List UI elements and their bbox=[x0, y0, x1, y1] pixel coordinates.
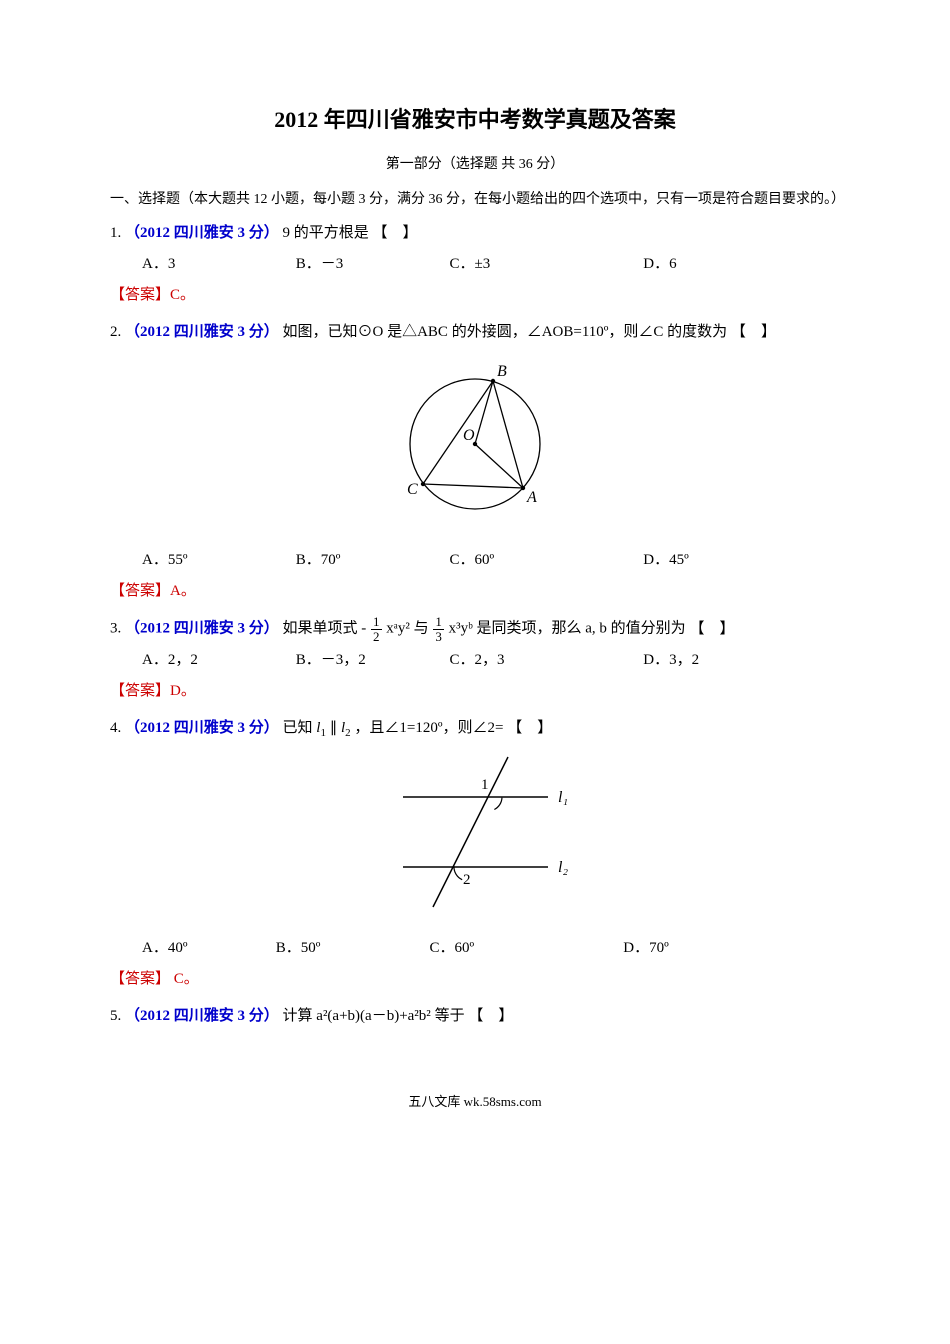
q1-num: 1. bbox=[110, 225, 121, 241]
question-3: 3. （2012 四川雅安 3 分） 如果单项式 - 1 2 xᵃy² 与 1 … bbox=[110, 615, 840, 643]
q1-text: 9 的平方根是 bbox=[283, 225, 369, 241]
q2-num: 2. bbox=[110, 324, 121, 340]
q4-opt-b: B．50º bbox=[276, 935, 426, 962]
q1-options: A．3 B．－3 C．±3 D．6 bbox=[110, 251, 840, 278]
q3-answer: 【答案】D。 bbox=[110, 678, 840, 705]
q4-text-b: ，且∠1=120º，则∠2= bbox=[354, 720, 503, 736]
section-subtitle: 第一部分（选择题 共 36 分） bbox=[110, 152, 840, 177]
q3-options: A．2，2 B．－3，2 C．2，3 D．3，2 bbox=[110, 647, 840, 674]
fraction-half: 1 2 bbox=[371, 615, 382, 643]
svg-text:A: A bbox=[526, 489, 537, 506]
q3-opt-a: A．2，2 bbox=[142, 647, 292, 674]
answer-bracket: 【 】 bbox=[373, 220, 418, 247]
svg-text:1: 1 bbox=[481, 777, 489, 793]
q1-answer: 【答案】C。 bbox=[110, 282, 840, 309]
q1-source: （2012 四川雅安 3 分） bbox=[125, 225, 279, 241]
question-4: 4. （2012 四川雅安 3 分） 已知 l1 ∥ l2 ，且∠1=120º，… bbox=[110, 715, 840, 744]
circle-triangle-diagram: A B C O bbox=[385, 354, 565, 529]
question-2: 2. （2012 四川雅安 3 分） 如图，已知⊙O 是△ABC 的外接圆，∠A… bbox=[110, 319, 840, 346]
parallel-lines-diagram: 1 2 l₁ l₂ bbox=[363, 752, 588, 917]
q2-opt-b: B．70º bbox=[296, 547, 446, 574]
q4-opt-c: C．60º bbox=[430, 935, 620, 962]
answer-bracket: 【 】 bbox=[731, 319, 776, 346]
q3-num: 3. bbox=[110, 621, 121, 637]
q3-opt-c: C．2，3 bbox=[450, 647, 640, 674]
q3-mid2: x³yᵇ 是同类项，那么 a, b 的值分别为 bbox=[449, 621, 686, 637]
q5-text-a: 计算 bbox=[283, 1008, 313, 1024]
fraction-third: 1 3 bbox=[433, 615, 444, 643]
q2-opt-c: C．60º bbox=[450, 547, 640, 574]
q2-answer: 【答案】A。 bbox=[110, 578, 840, 605]
q3-source: （2012 四川雅安 3 分） bbox=[125, 621, 279, 637]
q2-source: （2012 四川雅安 3 分） bbox=[125, 324, 279, 340]
q4-opt-d: D．70º bbox=[623, 935, 773, 962]
q3-opt-d: D．3，2 bbox=[643, 647, 793, 674]
q4-figure: 1 2 l₁ l₂ bbox=[110, 752, 840, 927]
q3-opt-b: B．－3，2 bbox=[296, 647, 446, 674]
q5-expr: a²(a+b)(a－b)+a²b² bbox=[316, 1008, 431, 1024]
answer-bracket: 【 】 bbox=[689, 616, 734, 643]
svg-text:C: C bbox=[407, 481, 418, 498]
page-footer: 五八文库 wk.58sms.com bbox=[110, 1090, 840, 1113]
section-intro: 一、选择题（本大题共 12 小题，每小题 3 分，满分 36 分，在每小题给出的… bbox=[110, 187, 840, 212]
q5-num: 5. bbox=[110, 1008, 121, 1024]
answer-bracket: 【 】 bbox=[468, 1003, 513, 1030]
q5-text-b: 等于 bbox=[435, 1008, 465, 1024]
q2-opt-a: A．55º bbox=[142, 547, 292, 574]
q2-text: 如图，已知⊙O 是△ABC 的外接圆，∠AOB=110º，则∠C 的度数为 bbox=[283, 324, 728, 340]
page-title: 2012 年四川省雅安市中考数学真题及答案 bbox=[110, 100, 840, 140]
svg-text:l₁: l₁ bbox=[558, 789, 568, 806]
q2-options: A．55º B．70º C．60º D．45º bbox=[110, 547, 840, 574]
q4-text-a: 已知 bbox=[283, 720, 313, 736]
q4-options: A．40º B．50º C．60º D．70º bbox=[110, 935, 840, 962]
q2-opt-d: D．45º bbox=[643, 547, 793, 574]
question-1: 1. （2012 四川雅安 3 分） 9 的平方根是 【 】 bbox=[110, 220, 840, 247]
q4-answer: 【答案】 C。 bbox=[110, 966, 840, 993]
q1-opt-a: A．3 bbox=[142, 251, 292, 278]
q1-opt-c: C．±3 bbox=[450, 251, 640, 278]
svg-text:B: B bbox=[497, 363, 507, 380]
q4-parallel: ∥ bbox=[330, 720, 341, 736]
q5-source: （2012 四川雅安 3 分） bbox=[125, 1008, 279, 1024]
q3-mid1: xᵃy² 与 bbox=[386, 621, 428, 637]
answer-bracket: 【 】 bbox=[507, 715, 552, 742]
svg-text:2: 2 bbox=[463, 872, 471, 888]
q3-text-a: 如果单项式 - bbox=[283, 621, 367, 637]
question-5: 5. （2012 四川雅安 3 分） 计算 a²(a+b)(a－b)+a²b² … bbox=[110, 1003, 840, 1030]
q1-opt-d: D．6 bbox=[643, 251, 793, 278]
q4-num: 4. bbox=[110, 720, 121, 736]
q4-opt-a: A．40º bbox=[142, 935, 272, 962]
q1-opt-b: B．－3 bbox=[296, 251, 446, 278]
svg-text:O: O bbox=[463, 427, 475, 444]
q2-figure: A B C O bbox=[110, 354, 840, 539]
q4-source: （2012 四川雅安 3 分） bbox=[125, 720, 279, 736]
svg-text:l₂: l₂ bbox=[558, 859, 568, 876]
